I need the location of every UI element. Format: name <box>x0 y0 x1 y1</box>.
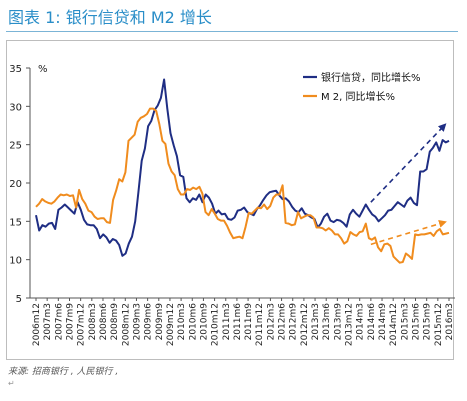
x-tick-label: 2013m9 <box>333 303 343 341</box>
x-tick-label: 2008m6 <box>99 303 109 341</box>
x-tick-label: 2011m3 <box>222 303 232 340</box>
x-tick-label: 2010m3 <box>177 303 187 340</box>
m2-series-line <box>35 107 450 264</box>
x-tick-label: 2012m9 <box>289 303 299 341</box>
x-tick-label: 2015m9 <box>423 303 433 341</box>
legend-label-m2: M 2, 同比增长% <box>321 90 395 103</box>
x-tick-label: 2007m12 <box>77 303 87 346</box>
source-note: 来源: 招商银行 , 人民银行 , <box>8 367 119 377</box>
y-tick-label: 15 <box>9 217 22 228</box>
x-tick-label: 2007m6 <box>54 303 64 341</box>
x-tick-label: 2013m12 <box>345 303 355 346</box>
x-tick-label: 2015m3 <box>400 303 410 340</box>
x-tick-label: 2008m9 <box>110 303 120 341</box>
x-tick-label: 2009m3 <box>132 303 142 340</box>
chart-frame <box>6 40 454 360</box>
x-tick-label: 2011m6 <box>233 303 243 341</box>
x-tick-label: 2006m12 <box>32 303 42 346</box>
y-tick-label: 10 <box>9 256 22 267</box>
x-tick-label: 2013m3 <box>311 303 321 340</box>
x-tick-label: 2009m6 <box>144 303 154 341</box>
return-mark: ↵ <box>8 379 15 388</box>
x-tick-label: 2016m3 <box>445 303 455 340</box>
y-tick-label: 30 <box>9 102 22 113</box>
x-tick-label: 2010m6 <box>188 303 198 341</box>
y-tick-label: 25 <box>9 141 22 152</box>
x-tick-label: 2008m3 <box>88 303 98 340</box>
x-tick-label: 2014m9 <box>378 303 388 341</box>
y-tick-label: 35 <box>9 64 22 75</box>
m2-trend-arrow <box>370 219 447 246</box>
x-tick-label: 2015m6 <box>412 303 422 341</box>
x-tick-label: 2014m6 <box>367 303 377 341</box>
credit-series-line <box>35 78 450 257</box>
x-tick-label: 2008m12 <box>121 303 131 346</box>
x-tick-label: 2013m6 <box>322 303 332 341</box>
y-tick-label: 20 <box>9 179 22 190</box>
x-tick-label: 2011m9 <box>244 303 254 341</box>
x-tick-label: 2012m12 <box>300 303 310 346</box>
x-tick-label: 2010m12 <box>211 303 221 346</box>
legend: 银行信贷，同比增长% M 2, 同比增长% <box>303 71 421 103</box>
chart-title: 图表 1: 银行信贷和 M2 增长 <box>8 8 212 27</box>
x-tick-label: 2007m9 <box>65 303 75 341</box>
x-tick-label: 2012m6 <box>278 303 288 341</box>
x-tick-label: 2014m3 <box>356 303 366 340</box>
x-tick-label: 2009m12 <box>166 303 176 346</box>
plot-area <box>35 78 450 264</box>
x-tick-label: 2007m3 <box>43 303 53 340</box>
x-tick-label: 2010m9 <box>199 303 209 341</box>
x-tick-label: 2015m12 <box>434 303 444 346</box>
y-axis-unit-label: % <box>38 64 48 75</box>
credit-trend-arrow <box>370 123 447 203</box>
x-tick-label: 2012m3 <box>266 303 276 340</box>
title-divider <box>6 31 458 32</box>
x-tick-label: 2009m9 <box>155 303 165 341</box>
legend-label-credit: 银行信贷，同比增长% <box>321 71 421 84</box>
x-tick-label: 2011m12 <box>255 303 265 346</box>
y-tick-label: 5 <box>16 294 22 305</box>
x-tick-label: 2014m12 <box>389 303 399 346</box>
